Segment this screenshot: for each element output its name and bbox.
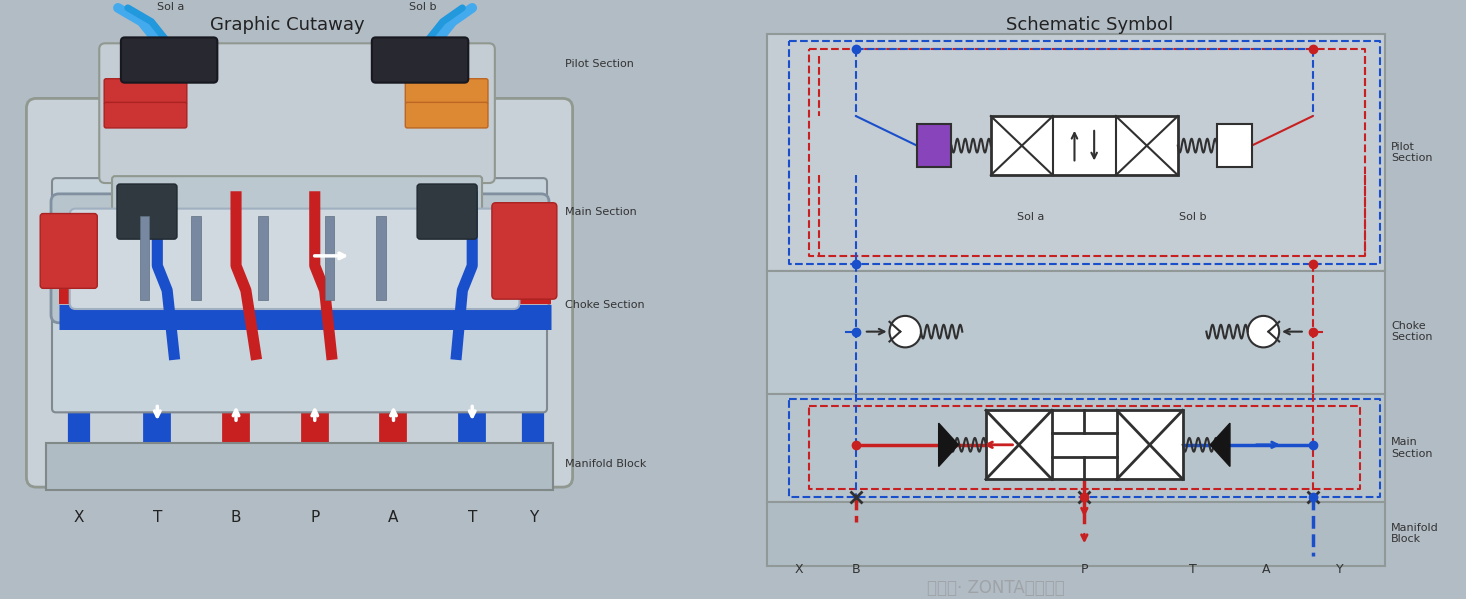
Text: P: P [1080, 563, 1088, 576]
Text: X: X [73, 510, 84, 525]
FancyBboxPatch shape [111, 176, 482, 246]
Text: Main
Section: Main Section [1391, 437, 1432, 459]
Text: Pilot Section: Pilot Section [564, 59, 633, 69]
FancyBboxPatch shape [418, 184, 476, 239]
Text: 公众号· ZONTA中泰机电: 公众号· ZONTA中泰机电 [927, 579, 1064, 597]
FancyBboxPatch shape [70, 208, 519, 309]
Bar [767, 394, 1385, 502]
Text: T: T [468, 510, 476, 525]
Polygon shape [938, 423, 959, 467]
Text: A: A [1262, 563, 1271, 576]
Text: X: X [795, 563, 803, 576]
Text: B: B [852, 563, 861, 576]
FancyBboxPatch shape [372, 37, 468, 83]
Bar [375, 216, 386, 300]
Text: Manifold
Block: Manifold Block [1391, 522, 1440, 544]
Text: A: A [388, 510, 399, 525]
Text: Sol a: Sol a [1016, 211, 1044, 222]
FancyBboxPatch shape [405, 102, 488, 128]
Text: Graphic Cutaway: Graphic Cutaway [210, 16, 365, 34]
FancyBboxPatch shape [40, 214, 97, 288]
Bar [767, 271, 1385, 394]
Bar [991, 116, 1177, 175]
FancyBboxPatch shape [51, 178, 547, 412]
Bar [767, 502, 1385, 566]
FancyBboxPatch shape [120, 37, 217, 83]
Bar [767, 35, 1385, 271]
Bar [258, 216, 267, 300]
Text: Choke
Section: Choke Section [1391, 321, 1432, 343]
Text: Pilot
Section: Pilot Section [1391, 142, 1432, 164]
Polygon shape [1211, 423, 1230, 467]
Text: Y: Y [529, 510, 538, 525]
Text: Manifold Block: Manifold Block [564, 459, 647, 470]
Text: Main Section: Main Section [564, 207, 636, 217]
FancyBboxPatch shape [104, 102, 186, 128]
Bar [191, 216, 201, 300]
Text: T: T [1189, 563, 1196, 576]
Circle shape [890, 316, 921, 347]
Bar [45, 443, 553, 490]
Bar [1217, 124, 1252, 167]
Bar [918, 124, 951, 167]
FancyBboxPatch shape [405, 78, 488, 104]
FancyBboxPatch shape [117, 184, 177, 239]
Bar [987, 410, 1183, 479]
FancyBboxPatch shape [104, 78, 186, 104]
Bar [324, 216, 334, 300]
Text: Choke Section: Choke Section [564, 300, 645, 310]
FancyBboxPatch shape [493, 202, 557, 299]
Bar [139, 216, 150, 300]
Text: P: P [311, 510, 320, 525]
Circle shape [1248, 316, 1280, 347]
Text: T: T [152, 510, 163, 525]
Text: Schematic Symbol: Schematic Symbol [1006, 16, 1173, 34]
Text: Sol b: Sol b [1179, 211, 1207, 222]
FancyBboxPatch shape [51, 194, 548, 323]
FancyBboxPatch shape [100, 43, 496, 183]
FancyBboxPatch shape [26, 98, 573, 487]
Text: Y: Y [1337, 563, 1344, 576]
Text: Sol b: Sol b [409, 2, 437, 12]
Text: Sol a: Sol a [157, 2, 185, 12]
Text: B: B [230, 510, 242, 525]
